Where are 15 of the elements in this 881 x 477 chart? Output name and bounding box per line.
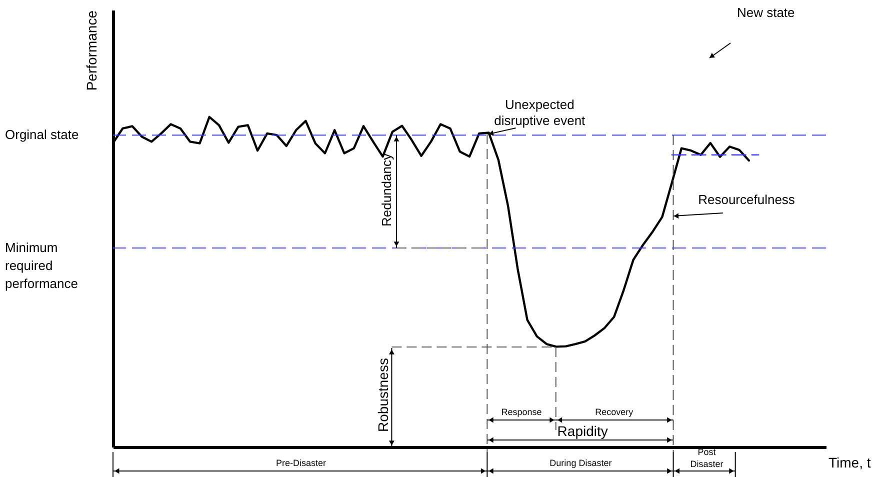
text: During Disaster: [550, 458, 612, 468]
annotation: Redundancy: [378, 153, 394, 226]
annotation: Resourcefulness: [698, 192, 796, 207]
annotation: Recovery: [595, 407, 634, 417]
annotation: Unexpected disruptive event: [494, 97, 586, 128]
ref-line-label: Minimum required performance: [5, 240, 78, 291]
ref-line-label: Orginal state: [5, 127, 79, 142]
annotation: Response: [501, 407, 542, 417]
text: Post Disaster: [690, 447, 724, 469]
x-axis-title: Time, t: [828, 454, 871, 470]
annotation: Robustness: [375, 358, 392, 432]
text: Pre-Disaster: [276, 458, 326, 468]
annotation: Rapidity: [557, 423, 608, 439]
text: New state: [736, 5, 795, 20]
y-axis-title: Performance: [84, 10, 100, 91]
